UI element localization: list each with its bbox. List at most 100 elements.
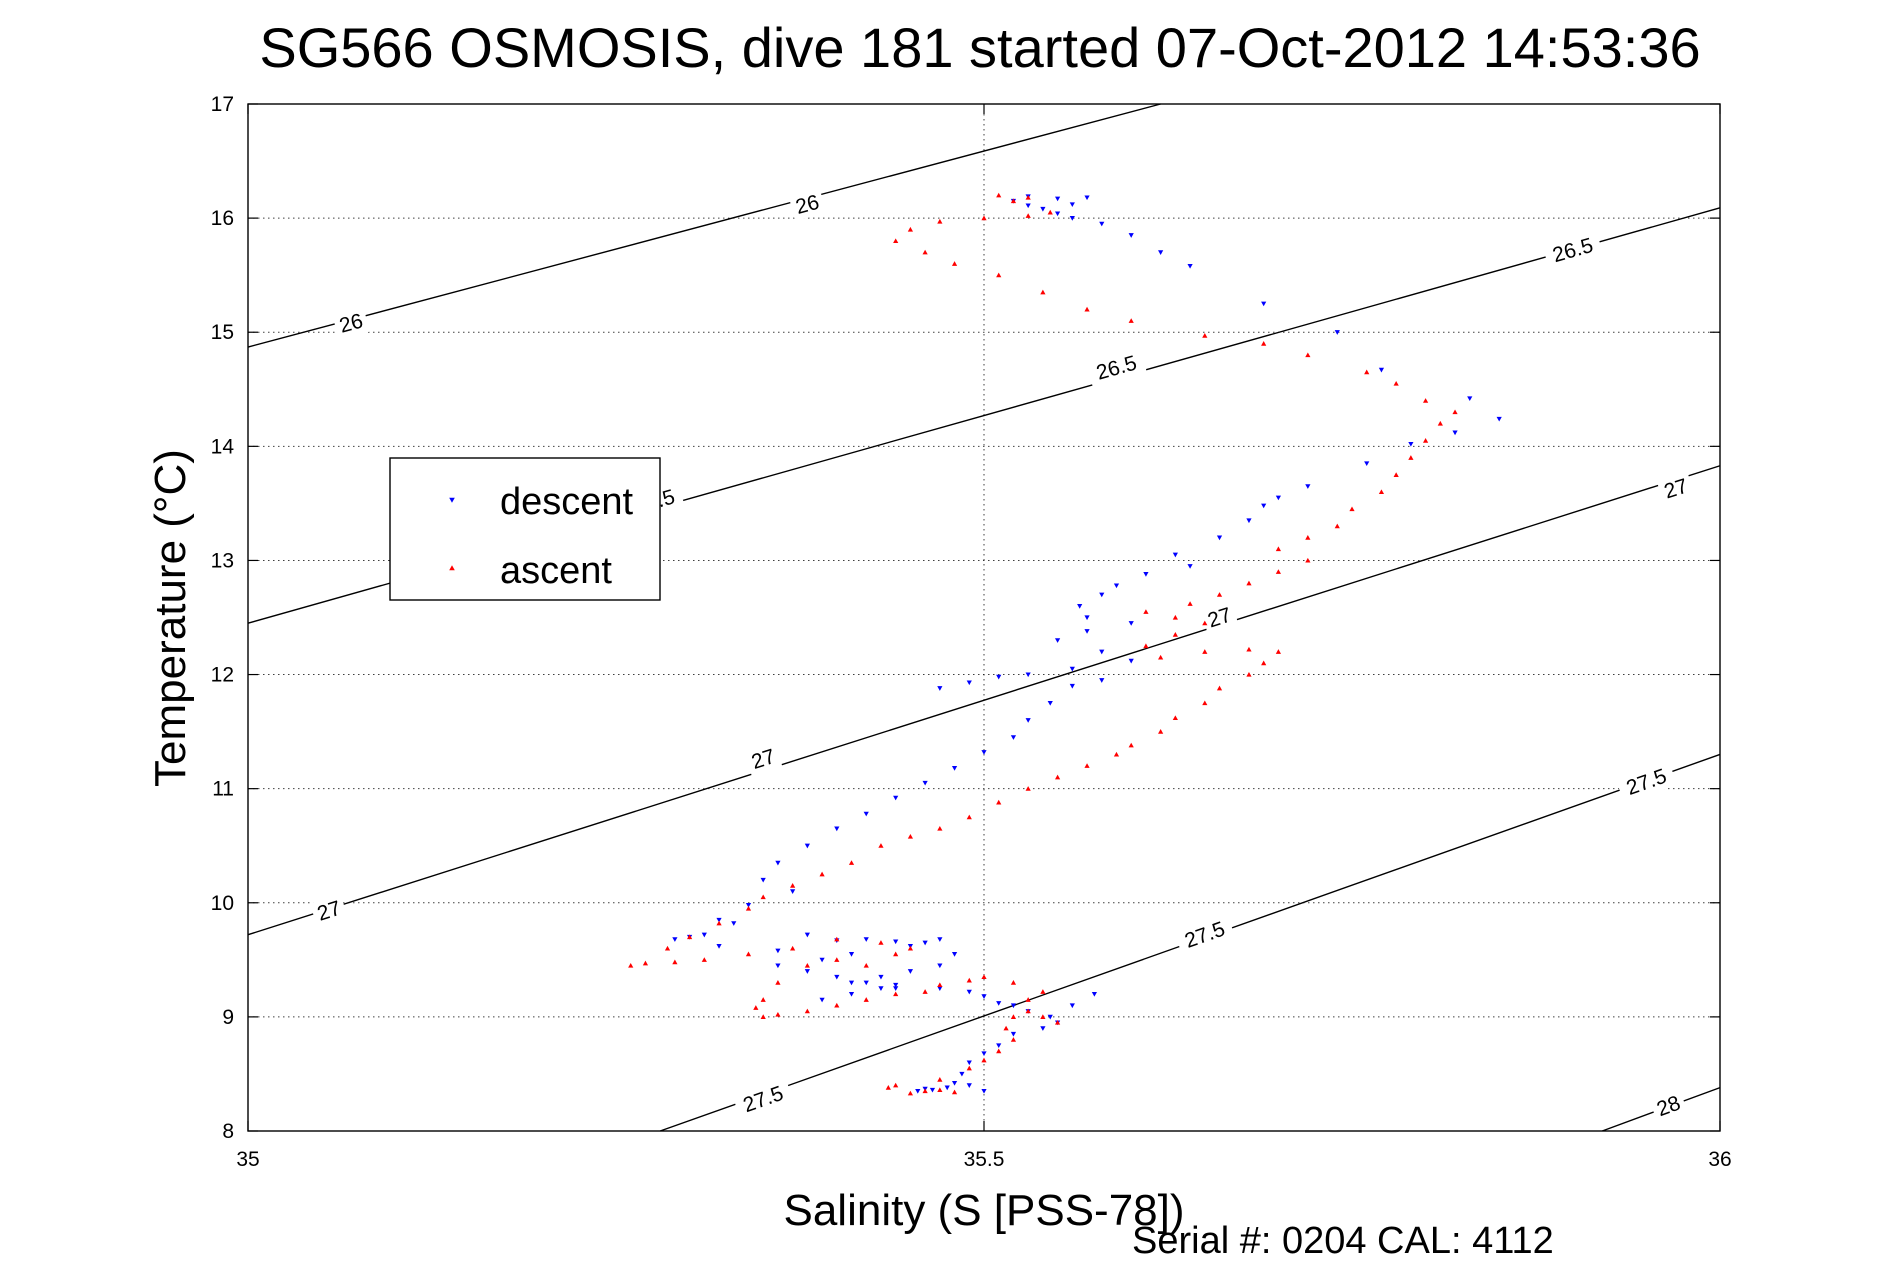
descent-point (1099, 592, 1105, 598)
descent-point (1246, 518, 1252, 524)
descent-point (981, 1051, 987, 1057)
y-tick-label: 8 (222, 1120, 234, 1143)
descent-point (1055, 211, 1061, 217)
descent-point (907, 969, 913, 974)
descent-point (1084, 629, 1090, 634)
descent-point (1025, 672, 1031, 678)
descent-point (1128, 233, 1134, 238)
ascent-point (937, 982, 943, 988)
contour-label-background (744, 741, 783, 777)
ascent-point (893, 1082, 899, 1088)
descent-point (966, 1060, 972, 1066)
ascent-point (996, 1048, 1002, 1054)
descent-point (1077, 604, 1083, 609)
ascent-point (1202, 649, 1208, 654)
ascent-point (701, 957, 707, 962)
descent-point (1025, 203, 1031, 209)
descent-point (981, 994, 987, 999)
ascent-point (907, 945, 913, 951)
ascent-point (1055, 774, 1061, 780)
ascent-point (672, 959, 678, 965)
descent-point (966, 680, 972, 686)
descent-point (731, 921, 737, 926)
contour-label-group: 27 (309, 893, 349, 929)
descent-point (966, 1083, 972, 1088)
descent-point (1261, 503, 1267, 509)
contour-label-background (1615, 760, 1678, 804)
descent-point (996, 1001, 1002, 1006)
ascent-point (907, 1090, 913, 1096)
ascent-point (922, 989, 928, 994)
ascent-point (834, 1002, 840, 1008)
ascent-point (966, 977, 972, 983)
ascent-point (804, 1008, 810, 1014)
ascent-point (1025, 997, 1031, 1002)
ascent-point (1187, 601, 1193, 606)
descent-point (1047, 701, 1053, 706)
descent-point (878, 974, 884, 980)
descent-point (922, 940, 928, 946)
contour-label-background (1542, 229, 1604, 271)
ascent-point (1393, 380, 1399, 386)
descent-point (1084, 615, 1090, 621)
descent-point (716, 917, 722, 923)
y-axis-label: Temperature (°C) (146, 449, 195, 787)
ascent-point (885, 1085, 891, 1090)
ascent-point (1010, 1037, 1017, 1042)
ascent-point (1437, 420, 1443, 426)
descent-point (1113, 583, 1120, 589)
descent-point (1187, 564, 1193, 569)
ascent-point (893, 991, 899, 997)
ascent-point (1025, 213, 1031, 218)
descent-point (672, 937, 678, 942)
contour-label-background (788, 187, 827, 222)
descent-point (981, 1088, 987, 1094)
ascent-point (1055, 1019, 1061, 1025)
descent-point (1452, 430, 1458, 436)
ascent-point (1423, 438, 1429, 443)
ascent-point (1172, 632, 1178, 637)
y-tick-label: 10 (211, 892, 234, 915)
legend-ascent-marker (449, 565, 455, 571)
descent-point (1216, 535, 1223, 541)
ascent-point (1393, 472, 1399, 477)
ascent-point (981, 974, 987, 980)
descent-point (848, 991, 855, 997)
y-tick-label: 9 (222, 1006, 234, 1029)
descent-point (937, 937, 943, 942)
ascent-point (863, 997, 869, 1002)
x-tick-label: 35 (236, 1148, 259, 1171)
descent-point (1128, 658, 1134, 664)
ascent-point (1423, 398, 1429, 403)
descent-point (1069, 202, 1075, 208)
ascent-point (1010, 980, 1017, 985)
ascent-point (745, 951, 752, 957)
ascent-point (1025, 194, 1031, 200)
ascent-point (996, 272, 1002, 278)
ascent-point (834, 957, 840, 962)
contour-line-27 (247, 465, 1721, 936)
ascent-point (1364, 369, 1370, 375)
descent-point (1143, 572, 1149, 577)
ascent-point (1275, 546, 1281, 552)
ascent-point (1158, 654, 1164, 660)
ascent-point (716, 920, 722, 926)
ascent-point (1084, 763, 1090, 768)
descent-point (834, 974, 840, 980)
descent-point (937, 986, 943, 991)
ascent-point (1202, 620, 1208, 626)
descent-point (790, 889, 796, 894)
ascent-point (937, 826, 943, 831)
contour-label-background (732, 1077, 794, 1121)
ascent-point (907, 226, 913, 232)
ascent-point (1040, 289, 1046, 295)
ascent-point (1158, 729, 1164, 734)
descent-point (701, 932, 707, 938)
x-tick-label: 35.5 (964, 1148, 1005, 1171)
descent-point (893, 982, 899, 988)
descent-point (1010, 1003, 1017, 1009)
ascent-point (1305, 352, 1311, 358)
ascent-point (922, 1088, 928, 1094)
descent-point (915, 1088, 921, 1094)
descent-point (944, 1085, 950, 1091)
